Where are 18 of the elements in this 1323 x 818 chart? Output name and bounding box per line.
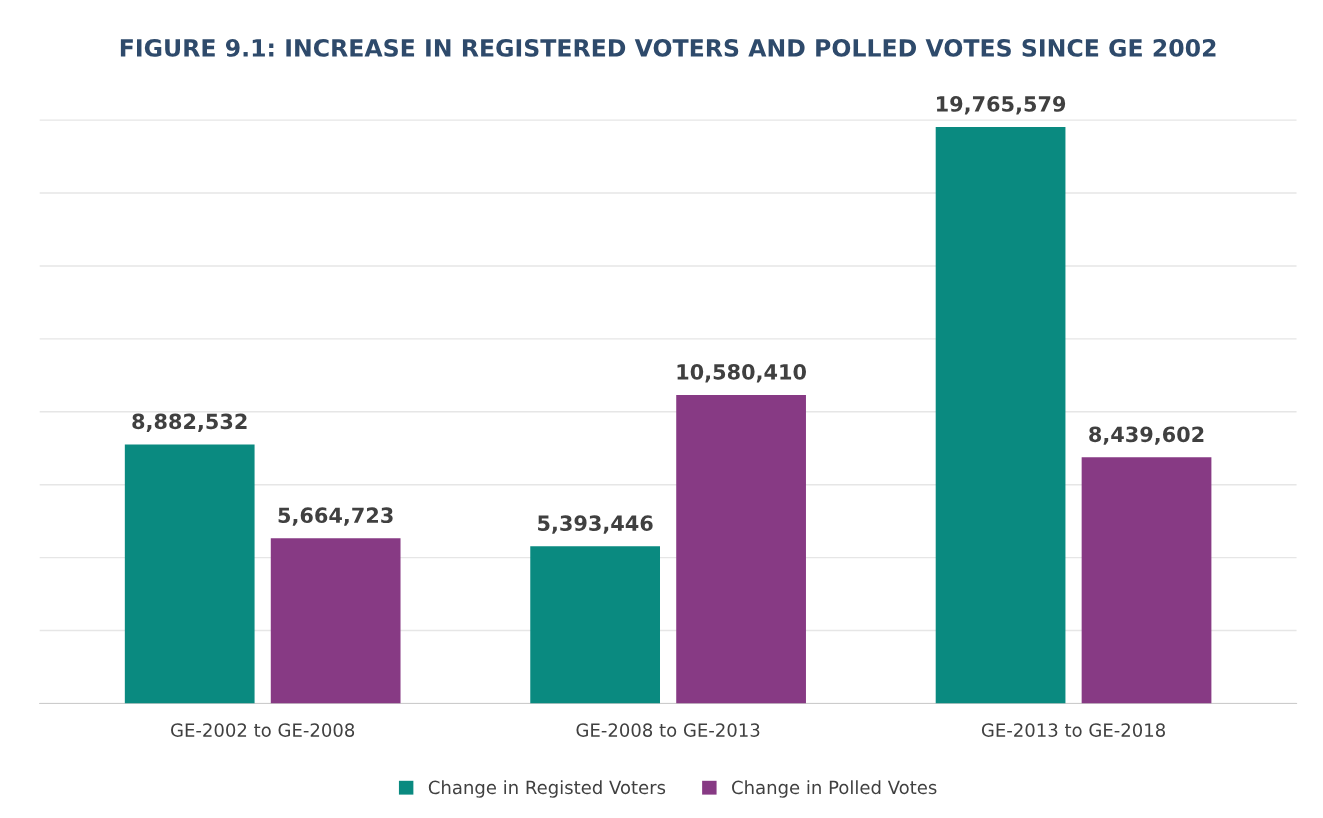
bar	[676, 394, 806, 704]
bar	[124, 444, 255, 704]
bar	[1081, 457, 1212, 704]
data-label: 5,393,446	[538, 515, 653, 534]
data-label: 19,765,579	[937, 96, 1066, 115]
bar	[270, 538, 401, 704]
bar	[530, 546, 661, 704]
legend-label: Change in Polled Votes	[732, 780, 937, 798]
x-tick-label: GE-2002 to GE-2008	[171, 723, 355, 737]
bar	[935, 126, 1066, 704]
x-tick-label: GE-2013 to GE-2018	[981, 723, 1165, 737]
data-label: 10,580,410	[677, 363, 806, 383]
x-tick-label: GE-2008 to GE-2013	[576, 723, 760, 737]
data-label: 8,439,602	[1089, 426, 1204, 445]
data-label: 8,882,532	[132, 413, 247, 432]
data-label: 5,664,723	[278, 507, 393, 526]
chart-title: FIGURE 9.1: INCREASE IN REGISTERED VOTERS AND POLLED VOTES SINCE GE 2002	[120, 38, 1216, 57]
legend-label: Change in Registed Voters	[428, 780, 666, 798]
